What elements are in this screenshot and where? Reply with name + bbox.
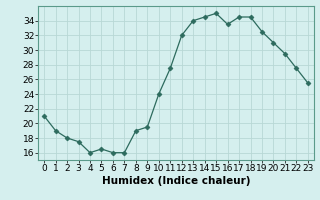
X-axis label: Humidex (Indice chaleur): Humidex (Indice chaleur) — [102, 176, 250, 186]
